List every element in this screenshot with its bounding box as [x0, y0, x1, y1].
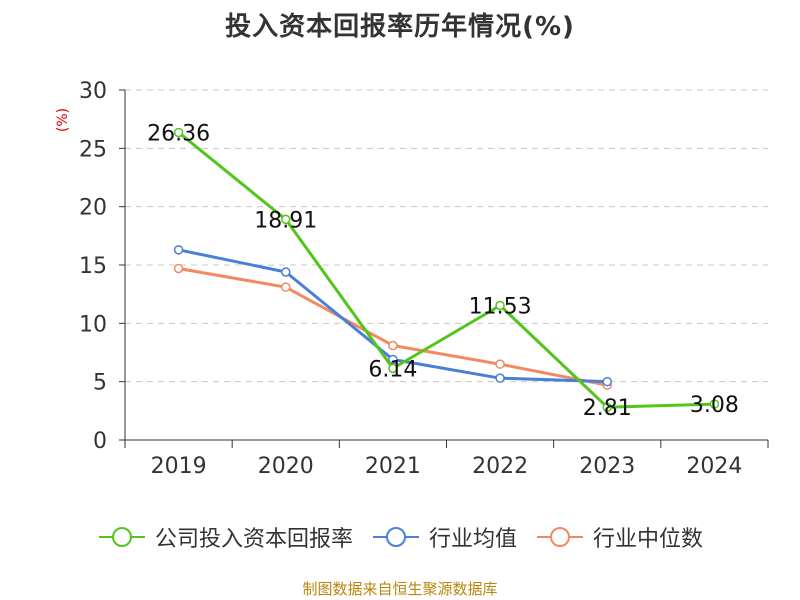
data-point [173, 263, 184, 274]
source-note: 制图数据来自恒生聚源数据库 [302, 580, 498, 598]
line-chart: 0 5 10 15 20 25 30 2019 2020 2021 2022 2023 2024 26.… [79, 79, 769, 479]
x-tick-label: 2021 [365, 454, 421, 479]
data-label: 11.53 [469, 294, 532, 319]
gridlines [125, 89, 768, 383]
legend-marker-icon [98, 527, 145, 547]
data-label: 26.36 [147, 121, 210, 146]
y-tick-label: 20 [79, 196, 107, 221]
y-tick-label: 15 [79, 254, 107, 279]
data-point [602, 402, 612, 412]
data-point [495, 373, 505, 383]
axes: 0 5 10 15 20 25 30 2019 2020 2021 2022 2023 2024 [79, 79, 769, 479]
data-point [495, 300, 505, 311]
x-tick-label: 2020 [258, 454, 314, 479]
data-point [173, 127, 184, 138]
legend-item-industry-median[interactable]: 行业中位数 [535, 521, 703, 553]
series-lines [173, 127, 720, 412]
y-tick-label: 5 [93, 371, 107, 396]
legend: 公司投入资本回报率 行业均值 行业中位数 [0, 520, 800, 554]
x-tick-label: 2022 [472, 454, 528, 479]
legend-item-company[interactable]: 公司投入资本回报率 [97, 521, 353, 553]
data-label: 3.08 [690, 393, 739, 418]
data-labels: 26.36 18.91 6.14 11.53 2.81 3.08 [147, 121, 739, 421]
x-tick-label: 2024 [686, 454, 742, 479]
data-point [495, 359, 505, 369]
data-point [281, 282, 291, 292]
legend-label: 行业中位数 [593, 527, 704, 552]
data-point [602, 376, 612, 387]
legend-marker-icon [537, 527, 583, 547]
data-point [388, 340, 398, 351]
data-point [281, 267, 291, 277]
data-point [281, 214, 291, 225]
legend-marker-icon [372, 527, 419, 547]
data-label: 18.91 [254, 208, 317, 233]
series-line [177, 131, 715, 409]
y-tick-label: 25 [79, 137, 107, 162]
data-point [388, 354, 398, 365]
data-label: 2.81 [583, 396, 632, 421]
x-tick-label: 2023 [579, 454, 635, 479]
y-tick-label: 30 [79, 79, 107, 104]
legend-label: 公司投入资本回报率 [154, 527, 353, 552]
data-label: 6.14 [368, 357, 417, 382]
data-point [388, 363, 398, 374]
x-tick-label: 2019 [151, 454, 207, 479]
legend-item-industry-mean[interactable]: 行业均值 [371, 521, 517, 553]
data-point [173, 245, 184, 255]
legend-label: 行业均值 [428, 527, 517, 552]
chart-title: 投入资本回报率历年情况(%) [225, 12, 575, 42]
data-point [709, 399, 720, 409]
y-tick-label: 0 [93, 429, 107, 454]
y-tick-label: 10 [79, 312, 107, 337]
